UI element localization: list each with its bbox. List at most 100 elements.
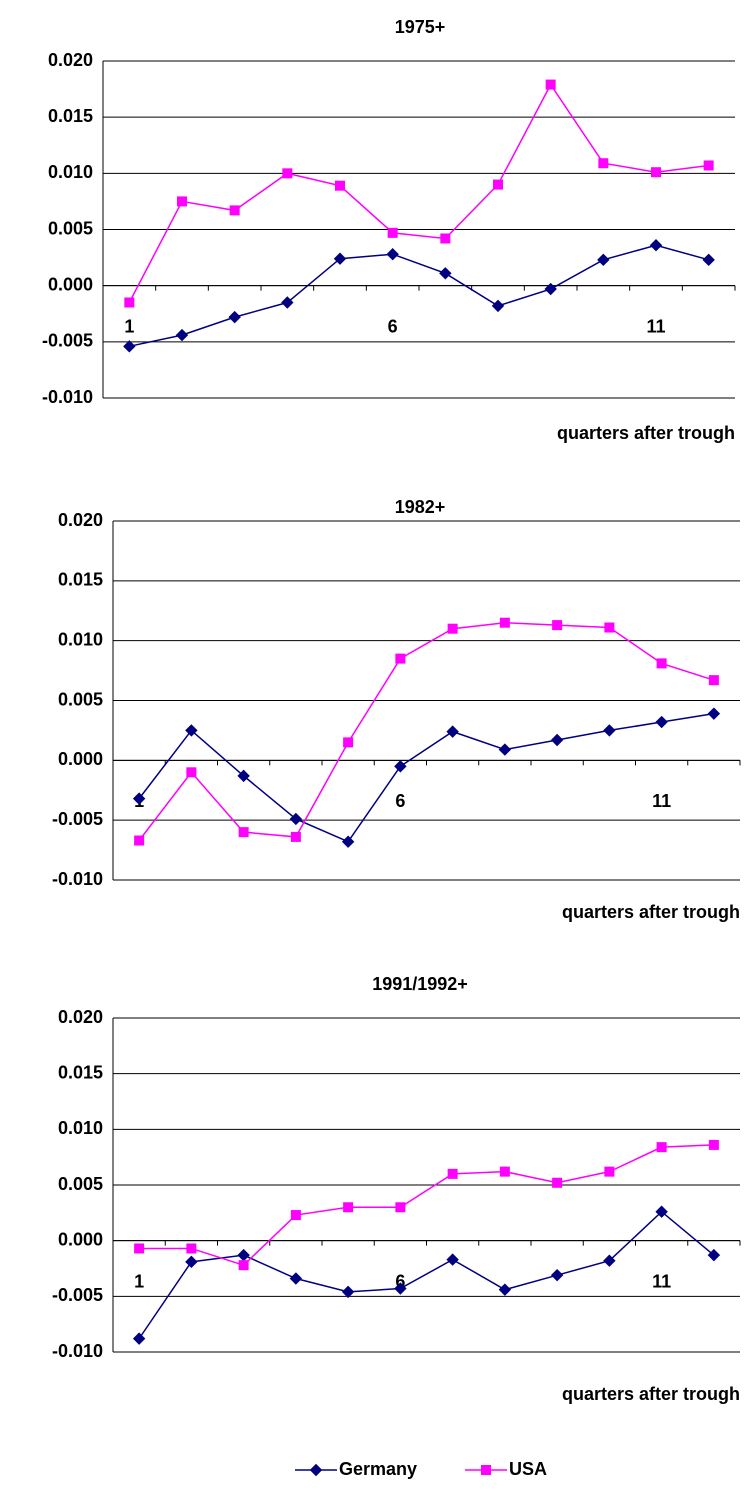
data-point <box>289 1272 303 1285</box>
y-tick-label: -0.005 <box>52 809 103 829</box>
data-point <box>439 267 452 280</box>
data-point <box>447 1168 458 1179</box>
y-tick-label: 0.010 <box>58 1118 103 1138</box>
data-point <box>550 733 564 747</box>
x-tick-label: 6 <box>395 1271 405 1291</box>
data-point <box>290 831 301 842</box>
data-point <box>290 1210 301 1221</box>
data-point <box>134 1243 145 1254</box>
data-point <box>446 725 459 738</box>
y-tick-label: 0.005 <box>58 1174 103 1194</box>
data-point <box>177 196 187 207</box>
x-tick-label: 1 <box>124 316 134 336</box>
y-tick-label: 0.000 <box>58 1229 103 1249</box>
data-point <box>707 1248 721 1262</box>
y-tick-label: 0.010 <box>58 629 103 649</box>
y-tick-label: -0.005 <box>52 1285 103 1305</box>
data-point <box>447 623 458 634</box>
data-point <box>550 1268 564 1282</box>
data-point <box>499 1166 510 1177</box>
data-point <box>440 233 451 244</box>
y-tick-label: -0.010 <box>52 1341 103 1361</box>
data-point <box>395 1202 406 1213</box>
legend-label: Germany <box>339 1459 417 1479</box>
data-point <box>343 1202 354 1213</box>
data-point <box>281 296 294 309</box>
series-line <box>139 1144 714 1267</box>
y-tick-label: 0.020 <box>48 50 93 70</box>
x-axis-label: quarters after trough <box>557 423 735 443</box>
y-tick-label: -0.005 <box>42 331 93 351</box>
data-point <box>552 1177 563 1188</box>
data-point <box>238 827 249 838</box>
chart-title: 1975+ <box>395 17 446 37</box>
y-tick-label: 0.000 <box>48 274 93 294</box>
data-point <box>604 1166 615 1177</box>
data-point <box>341 835 355 848</box>
data-point <box>708 1139 719 1150</box>
data-point <box>649 239 663 252</box>
series-line <box>128 83 709 303</box>
data-point <box>597 253 610 267</box>
data-point <box>387 227 398 238</box>
y-tick-label: 0.000 <box>58 749 103 769</box>
x-axis-label: quarters after trough <box>562 1384 740 1404</box>
data-point <box>499 617 510 628</box>
data-point <box>229 205 240 216</box>
chart-title: 1991/1992+ <box>372 974 468 994</box>
data-point <box>703 160 714 171</box>
x-tick-label: 11 <box>646 316 665 336</box>
data-point <box>394 760 407 773</box>
series-line <box>138 712 714 843</box>
x-tick-label: 1 <box>134 1271 144 1291</box>
chart-title: 1982+ <box>395 497 446 517</box>
data-point <box>343 737 354 748</box>
y-tick-label: 0.020 <box>58 510 103 530</box>
legend-marker <box>481 1465 491 1475</box>
y-tick-label: 0.015 <box>58 1062 103 1082</box>
data-point <box>491 299 505 313</box>
data-point <box>282 168 293 179</box>
data-point <box>598 158 609 169</box>
series-line <box>138 621 715 841</box>
data-point <box>175 328 189 342</box>
y-tick-label: -0.010 <box>52 869 103 889</box>
data-point <box>185 1255 198 1269</box>
data-point <box>134 835 145 846</box>
y-tick-label: 0.020 <box>58 1007 103 1027</box>
data-point <box>341 1285 355 1299</box>
data-point <box>186 1243 197 1254</box>
y-tick-label: 0.010 <box>48 162 93 182</box>
data-point <box>446 1253 459 1266</box>
data-point <box>655 1205 668 1218</box>
data-point <box>656 658 667 669</box>
data-point <box>544 282 557 296</box>
x-tick-label: 6 <box>395 791 405 811</box>
data-point <box>124 297 135 308</box>
data-point <box>603 1254 616 1267</box>
data-point <box>708 675 719 686</box>
data-point <box>545 79 556 90</box>
data-point <box>707 707 721 720</box>
x-tick-label: 11 <box>652 791 671 811</box>
series-line <box>129 244 709 348</box>
data-point <box>238 1260 249 1271</box>
data-point <box>237 769 250 783</box>
data-point <box>185 724 198 737</box>
data-point <box>498 1283 512 1296</box>
data-point <box>186 767 197 778</box>
data-point <box>603 724 616 737</box>
data-point <box>655 715 668 729</box>
data-point <box>123 340 136 353</box>
data-point <box>228 310 241 324</box>
data-point <box>498 743 512 756</box>
data-point <box>702 253 715 267</box>
x-tick-label: 6 <box>388 316 398 336</box>
data-point <box>289 812 303 826</box>
data-point <box>552 620 563 631</box>
data-point <box>386 248 399 261</box>
data-point <box>651 167 661 178</box>
data-point <box>394 1282 407 1295</box>
data-point <box>237 1248 250 1262</box>
